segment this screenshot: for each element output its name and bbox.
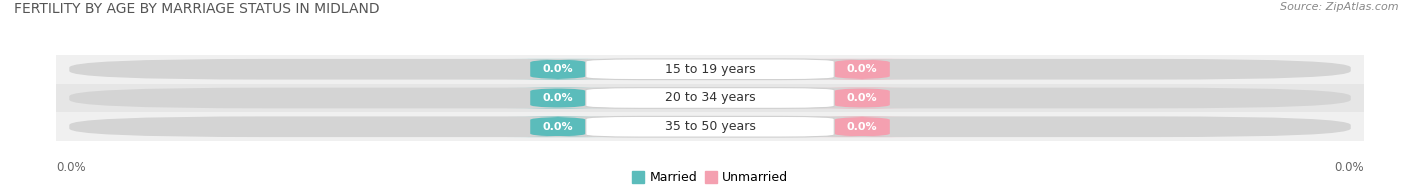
Text: 0.0%: 0.0%: [56, 161, 86, 174]
FancyBboxPatch shape: [586, 59, 834, 80]
FancyBboxPatch shape: [508, 116, 609, 137]
Bar: [56, 112, 1364, 141]
Text: FERTILITY BY AGE BY MARRIAGE STATUS IN MIDLAND: FERTILITY BY AGE BY MARRIAGE STATUS IN M…: [14, 2, 380, 16]
Text: 0.0%: 0.0%: [1334, 161, 1364, 174]
Text: 35 to 50 years: 35 to 50 years: [665, 120, 755, 133]
Text: 0.0%: 0.0%: [543, 64, 574, 74]
Text: 0.0%: 0.0%: [543, 93, 574, 103]
FancyBboxPatch shape: [811, 59, 912, 80]
FancyBboxPatch shape: [586, 88, 834, 108]
Text: Source: ZipAtlas.com: Source: ZipAtlas.com: [1281, 2, 1399, 12]
Bar: [56, 84, 1364, 112]
Text: 0.0%: 0.0%: [846, 64, 877, 74]
Text: 0.0%: 0.0%: [543, 122, 574, 132]
FancyBboxPatch shape: [69, 116, 1351, 137]
Bar: [56, 55, 1364, 84]
FancyBboxPatch shape: [586, 116, 834, 137]
Text: 20 to 34 years: 20 to 34 years: [665, 92, 755, 104]
FancyBboxPatch shape: [508, 59, 609, 80]
FancyBboxPatch shape: [69, 59, 1351, 80]
FancyBboxPatch shape: [69, 88, 1351, 108]
Text: 0.0%: 0.0%: [846, 93, 877, 103]
FancyBboxPatch shape: [811, 88, 912, 108]
Text: 15 to 19 years: 15 to 19 years: [665, 63, 755, 76]
Legend: Married, Unmarried: Married, Unmarried: [627, 166, 793, 189]
FancyBboxPatch shape: [508, 88, 609, 108]
Text: 0.0%: 0.0%: [846, 122, 877, 132]
FancyBboxPatch shape: [811, 116, 912, 137]
